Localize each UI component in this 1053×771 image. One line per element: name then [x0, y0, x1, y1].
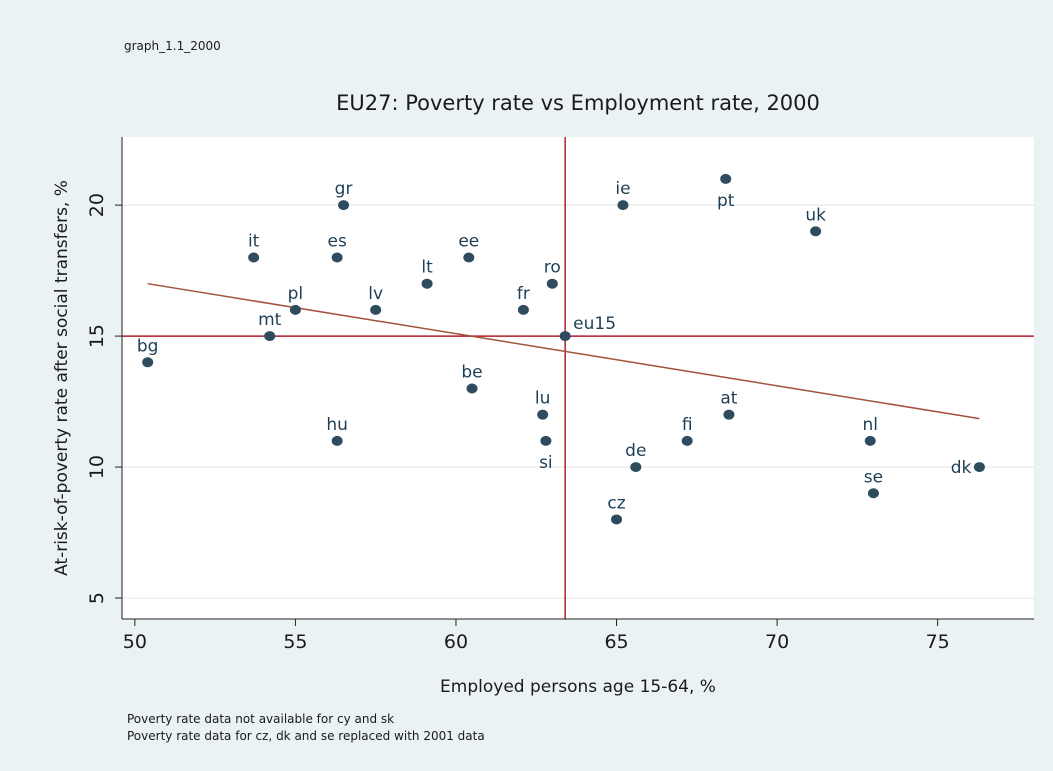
point-label-de: de	[625, 441, 646, 461]
y-tick-label: 20	[86, 193, 108, 217]
data-point-bg	[142, 357, 154, 368]
point-label-ee: ee	[458, 232, 479, 252]
data-point-se	[867, 488, 879, 499]
data-point-fr	[517, 304, 529, 315]
plot-area	[122, 137, 1034, 619]
x-axis-title: Employed persons age 15-64, %	[440, 677, 716, 697]
point-label-bg: bg	[137, 336, 159, 356]
x-tick-label: 55	[283, 631, 307, 653]
data-point-dk	[973, 462, 985, 473]
graph-id-label: graph_1.1_2000	[124, 39, 221, 53]
point-label-lu: lu	[535, 389, 551, 409]
point-label-lv: lv	[368, 284, 383, 304]
data-point-it	[248, 252, 260, 263]
y-tick-label: 5	[86, 592, 108, 604]
chart-title: EU27: Poverty rate vs Employment rate, 2…	[336, 91, 820, 115]
point-label-it: it	[248, 232, 260, 252]
point-label-fr: fr	[517, 284, 530, 304]
data-point-lt	[421, 278, 433, 289]
y-axis-title: At-risk-of-poverty rate after social tra…	[52, 180, 72, 576]
point-label-si: si	[539, 453, 553, 473]
data-point-ee	[463, 252, 475, 263]
data-point-hu	[331, 435, 343, 446]
point-label-es: es	[327, 232, 346, 252]
x-tick-label: 60	[444, 631, 468, 653]
data-point-eu15	[559, 331, 571, 342]
data-point-ie	[617, 200, 629, 211]
fit-line-group	[147, 282, 980, 420]
data-point-pl	[289, 304, 301, 315]
data-point-lv	[370, 304, 382, 315]
point-label-pl: pl	[288, 284, 304, 304]
point-label-pt: pt	[717, 191, 735, 211]
note-line-2: Poverty rate data for cz, dk and se repl…	[127, 729, 485, 743]
point-label-gr: gr	[335, 179, 353, 199]
point-label-fi: fi	[682, 415, 693, 435]
fit-line	[147, 282, 980, 420]
data-point-uk	[810, 226, 822, 237]
axes: 5 10 15 20 50 55 60 65 70 75	[86, 137, 1034, 653]
data-point-gr	[338, 200, 350, 211]
point-label-ie: ie	[615, 179, 630, 199]
data-point-be	[466, 383, 478, 394]
x-tick-label: 75	[926, 631, 950, 653]
note-line-1: Poverty rate data not available for cy a…	[127, 712, 394, 726]
point-label-uk: uk	[805, 205, 826, 225]
x-tick-label: 50	[123, 631, 147, 653]
data-point-mt	[264, 331, 276, 342]
point-label-ro: ro	[544, 258, 561, 278]
point-label-dk: dk	[951, 458, 972, 478]
point-label-cz: cz	[607, 493, 625, 513]
data-point-lu	[537, 409, 549, 420]
data-point-at	[723, 409, 735, 420]
y-tick-label: 15	[86, 324, 108, 348]
data-point-cz	[611, 514, 623, 525]
point-label-at: at	[720, 389, 737, 409]
data-point-nl	[864, 435, 876, 446]
point-label-eu15: eu15	[573, 314, 616, 334]
y-tick-label: 10	[86, 455, 108, 479]
data-point-de	[630, 462, 642, 473]
point-label-be: be	[461, 362, 482, 382]
point-label-hu: hu	[326, 415, 348, 435]
data-point-fi	[681, 435, 693, 446]
point-label-nl: nl	[862, 415, 878, 435]
x-tick-label: 70	[765, 631, 789, 653]
point-label-mt: mt	[258, 310, 282, 330]
data-point-ro	[546, 278, 558, 289]
data-point-pt	[720, 173, 732, 184]
data-point-es	[331, 252, 343, 263]
data-point-si	[540, 435, 552, 446]
x-tick-label: 65	[604, 631, 628, 653]
point-label-lt: lt	[421, 258, 433, 278]
point-label-se: se	[864, 467, 883, 487]
